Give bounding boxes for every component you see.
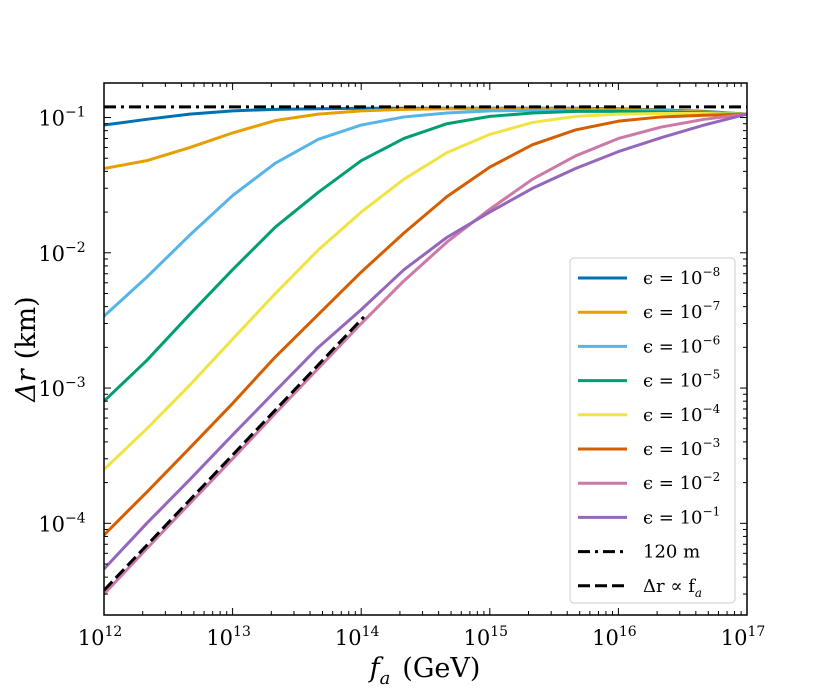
y-tick-label: 10−3 [38, 375, 85, 401]
x-tick-label: 1013 [206, 624, 251, 650]
x-axis-label: fa (GeV) [368, 653, 481, 689]
legend-label: ϵ = 10−1 [643, 504, 720, 528]
ticks-layer: 1012 1013 1014 1015 1016 1017 10−4 10−3 10−2 10−1 [38, 83, 765, 650]
x-tick-label: 1014 [335, 624, 380, 650]
series-line-4 [104, 109, 747, 403]
legend-label: ϵ = 10−6 [643, 333, 720, 357]
legend-label: ϵ = 10−2 [643, 470, 720, 494]
y-tick-label: 10−2 [38, 240, 85, 266]
series-line-6 [104, 112, 747, 537]
legend: ϵ = 10−8 ϵ = 10−7 ϵ = 10−6 ϵ = 10−5 ϵ = 10−4… [569, 257, 736, 604]
x-tick-label: 1017 [721, 624, 766, 650]
series-line-8 [104, 112, 747, 570]
series-layer [104, 105, 747, 596]
legend-label: ϵ = 10−8 [643, 265, 720, 289]
reference-line-proportional [104, 315, 366, 592]
series-line-5 [104, 112, 747, 471]
legend-label: ϵ = 10−5 [643, 368, 720, 392]
x-tick-label: 1016 [592, 624, 637, 650]
series-line-7 [104, 112, 747, 596]
labels-layer: fa (GeV) Δr(km) [11, 296, 480, 689]
x-tick-label: 1015 [464, 624, 509, 650]
legend-label: ϵ = 10−4 [643, 402, 721, 426]
legend-label: ϵ = 10−7 [643, 299, 720, 323]
legend-label: 120 m [643, 542, 700, 563]
x-tick-label: 1012 [78, 624, 123, 650]
y-tick-label: 10−4 [38, 510, 85, 536]
legend-label: Δr ∝ fa [643, 576, 702, 600]
y-tick-label: 10−1 [38, 105, 85, 131]
legend-label: ϵ = 10−3 [643, 436, 720, 460]
plot-frame [103, 82, 748, 616]
y-axis-label: Δr(km) [11, 296, 42, 402]
